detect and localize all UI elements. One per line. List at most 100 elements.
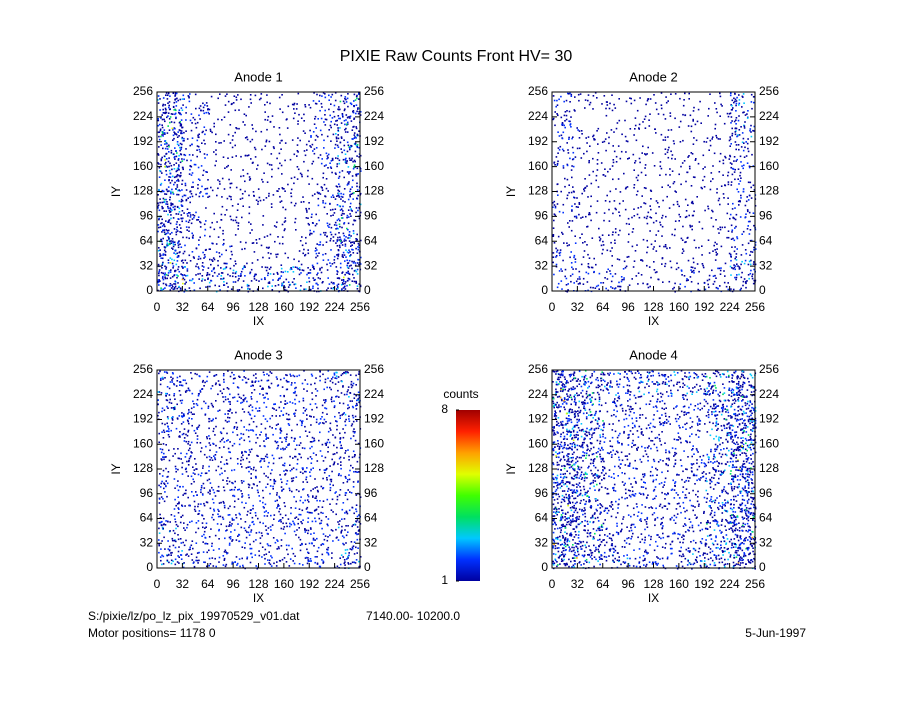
count-dot [185, 493, 187, 495]
count-dot [340, 475, 342, 477]
count-dot [161, 392, 163, 394]
count-dot [745, 260, 747, 262]
count-dot [163, 453, 165, 455]
count-dot [229, 522, 231, 524]
count-dot [355, 384, 357, 386]
count-dot [688, 93, 690, 95]
count-dot [314, 510, 316, 512]
count-dot [352, 274, 354, 276]
count-dot [271, 469, 273, 471]
count-dot [191, 476, 193, 478]
count-dot [588, 267, 590, 269]
count-dot [338, 376, 340, 378]
count-dot [285, 220, 287, 222]
count-dot [694, 268, 696, 270]
count-dot [177, 417, 179, 419]
count-dot [344, 452, 346, 454]
count-dot [560, 146, 562, 148]
count-dot [249, 449, 251, 451]
count-dot [350, 245, 352, 247]
count-dot [172, 238, 174, 240]
count-dot [161, 521, 163, 523]
count-dot [171, 232, 173, 234]
count-dot [181, 232, 183, 234]
count-dot [215, 418, 217, 420]
count-dot [240, 99, 242, 101]
count-dot [295, 507, 297, 509]
count-dot [166, 240, 168, 242]
count-dot [727, 197, 729, 199]
count-dot [204, 382, 206, 384]
count-dot [273, 537, 275, 539]
count-dot [167, 132, 169, 134]
count-dot [347, 271, 349, 273]
count-dot [332, 511, 334, 513]
count-dot [177, 534, 179, 536]
count-dot [331, 234, 333, 236]
count-dot [240, 402, 242, 404]
count-dot [738, 104, 740, 106]
count-dot [310, 135, 312, 137]
count-dot [192, 186, 194, 188]
count-dot [214, 259, 216, 261]
count-dot [175, 466, 177, 468]
count-dot [663, 246, 665, 248]
count-dot [177, 230, 179, 232]
count-dot [557, 249, 559, 251]
count-dot [350, 188, 352, 190]
count-dot [250, 99, 252, 101]
count-dot [284, 526, 286, 528]
count-dot [218, 273, 220, 275]
count-dot [163, 459, 165, 461]
count-dot [307, 533, 309, 535]
count-dot [599, 240, 601, 242]
count-dot [164, 140, 166, 142]
count-dot [161, 202, 163, 204]
count-dot [277, 279, 279, 281]
count-dot [752, 278, 754, 280]
count-dot [182, 180, 184, 182]
count-dot [606, 115, 608, 117]
count-dot [190, 214, 192, 216]
count-dot [161, 183, 163, 185]
count-dot [347, 122, 349, 124]
count-dot [741, 254, 743, 256]
count-dot [248, 378, 250, 380]
count-dot [730, 143, 732, 145]
count-dot [313, 279, 315, 281]
count-dot [185, 490, 187, 492]
count-dot [267, 267, 269, 269]
count-dot [329, 465, 331, 467]
count-dot [358, 264, 360, 266]
count-dot [174, 508, 176, 510]
count-dot [164, 129, 166, 131]
count-dot [306, 274, 308, 276]
count-dot [227, 157, 229, 159]
count-dot [331, 401, 333, 403]
count-dot [666, 248, 668, 250]
count-dot [552, 262, 554, 264]
count-dot [170, 430, 172, 432]
count-dot [570, 123, 572, 125]
count-dot [177, 380, 179, 382]
count-dot [351, 186, 353, 188]
count-dot [330, 240, 332, 242]
count-dot [340, 464, 342, 466]
count-dot [248, 532, 250, 534]
count-dot [667, 149, 669, 151]
count-dot [267, 512, 269, 514]
count-dot [335, 222, 337, 224]
count-dot [256, 239, 258, 241]
count-dot [324, 207, 326, 209]
count-dot [242, 455, 244, 457]
count-dot [291, 202, 293, 204]
count-dot [301, 174, 303, 176]
count-dot [308, 496, 310, 498]
count-dot [728, 116, 730, 118]
count-dot [584, 107, 586, 109]
count-dot [316, 147, 318, 149]
count-dot [287, 271, 289, 273]
count-dot [332, 377, 334, 379]
count-dot [346, 101, 348, 103]
count-dot [169, 436, 171, 438]
